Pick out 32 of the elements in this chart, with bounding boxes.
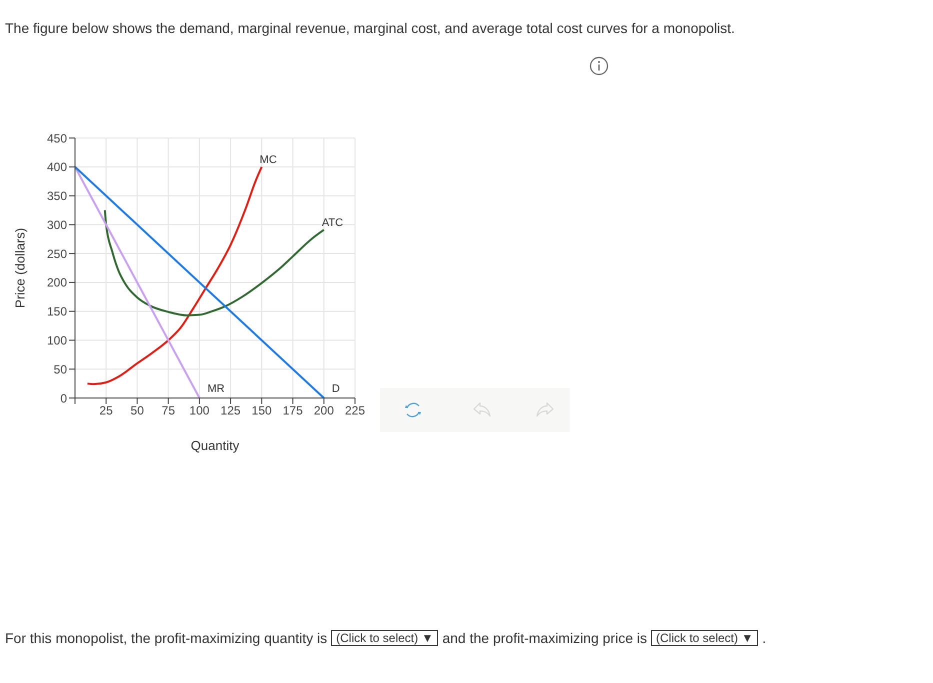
series-label: MC bbox=[260, 154, 277, 166]
text: For this monopolist, the profit-maximizing quantity is bbox=[5, 630, 328, 646]
series-label: MR bbox=[207, 383, 225, 395]
text: (Click to select) ▼ bbox=[331, 630, 438, 646]
y-axis-title: Price (dollars) bbox=[12, 228, 28, 308]
series-label: D bbox=[332, 383, 340, 395]
chart-title: The figure below shows the demand, marginal revenue, marginal cost, and average total cost curves for a monopolist. bbox=[5, 20, 735, 36]
x-tick-label: 200 bbox=[314, 404, 334, 418]
x-tick-label: 75 bbox=[162, 404, 176, 418]
y-tick-label: 450 bbox=[46, 131, 68, 146]
y-tick-label: 350 bbox=[46, 189, 68, 204]
y-tick-label: 250 bbox=[46, 246, 68, 261]
x-tick-label: 150 bbox=[252, 404, 272, 418]
x-tick-label: 225 bbox=[344, 404, 366, 418]
series-label: ATC bbox=[322, 216, 344, 229]
y-tick-label: 200 bbox=[46, 276, 68, 290]
x-axis-title: Quantity bbox=[190, 438, 240, 453]
y-tick-label: 400 bbox=[46, 160, 68, 174]
text: and the profit-maximizing price is bbox=[442, 630, 647, 646]
y-tick-label: 300 bbox=[46, 218, 68, 232]
line-series bbox=[86, 166, 263, 386]
x-tick-label: 125 bbox=[220, 404, 241, 418]
x-tick-label: 100 bbox=[189, 404, 210, 418]
x-tick-label: 175 bbox=[282, 404, 304, 418]
y-tick-label: 150 bbox=[46, 304, 68, 319]
x-tick-label: 25 bbox=[99, 404, 114, 418]
y-tick-label: 50 bbox=[54, 362, 68, 376]
x-tick-label: 50 bbox=[130, 404, 144, 418]
text: . bbox=[762, 630, 766, 646]
y-tick-label: 0 bbox=[60, 391, 68, 406]
y-tick-label: 100 bbox=[46, 333, 68, 348]
text: (Click to select) ▼ bbox=[651, 630, 758, 646]
